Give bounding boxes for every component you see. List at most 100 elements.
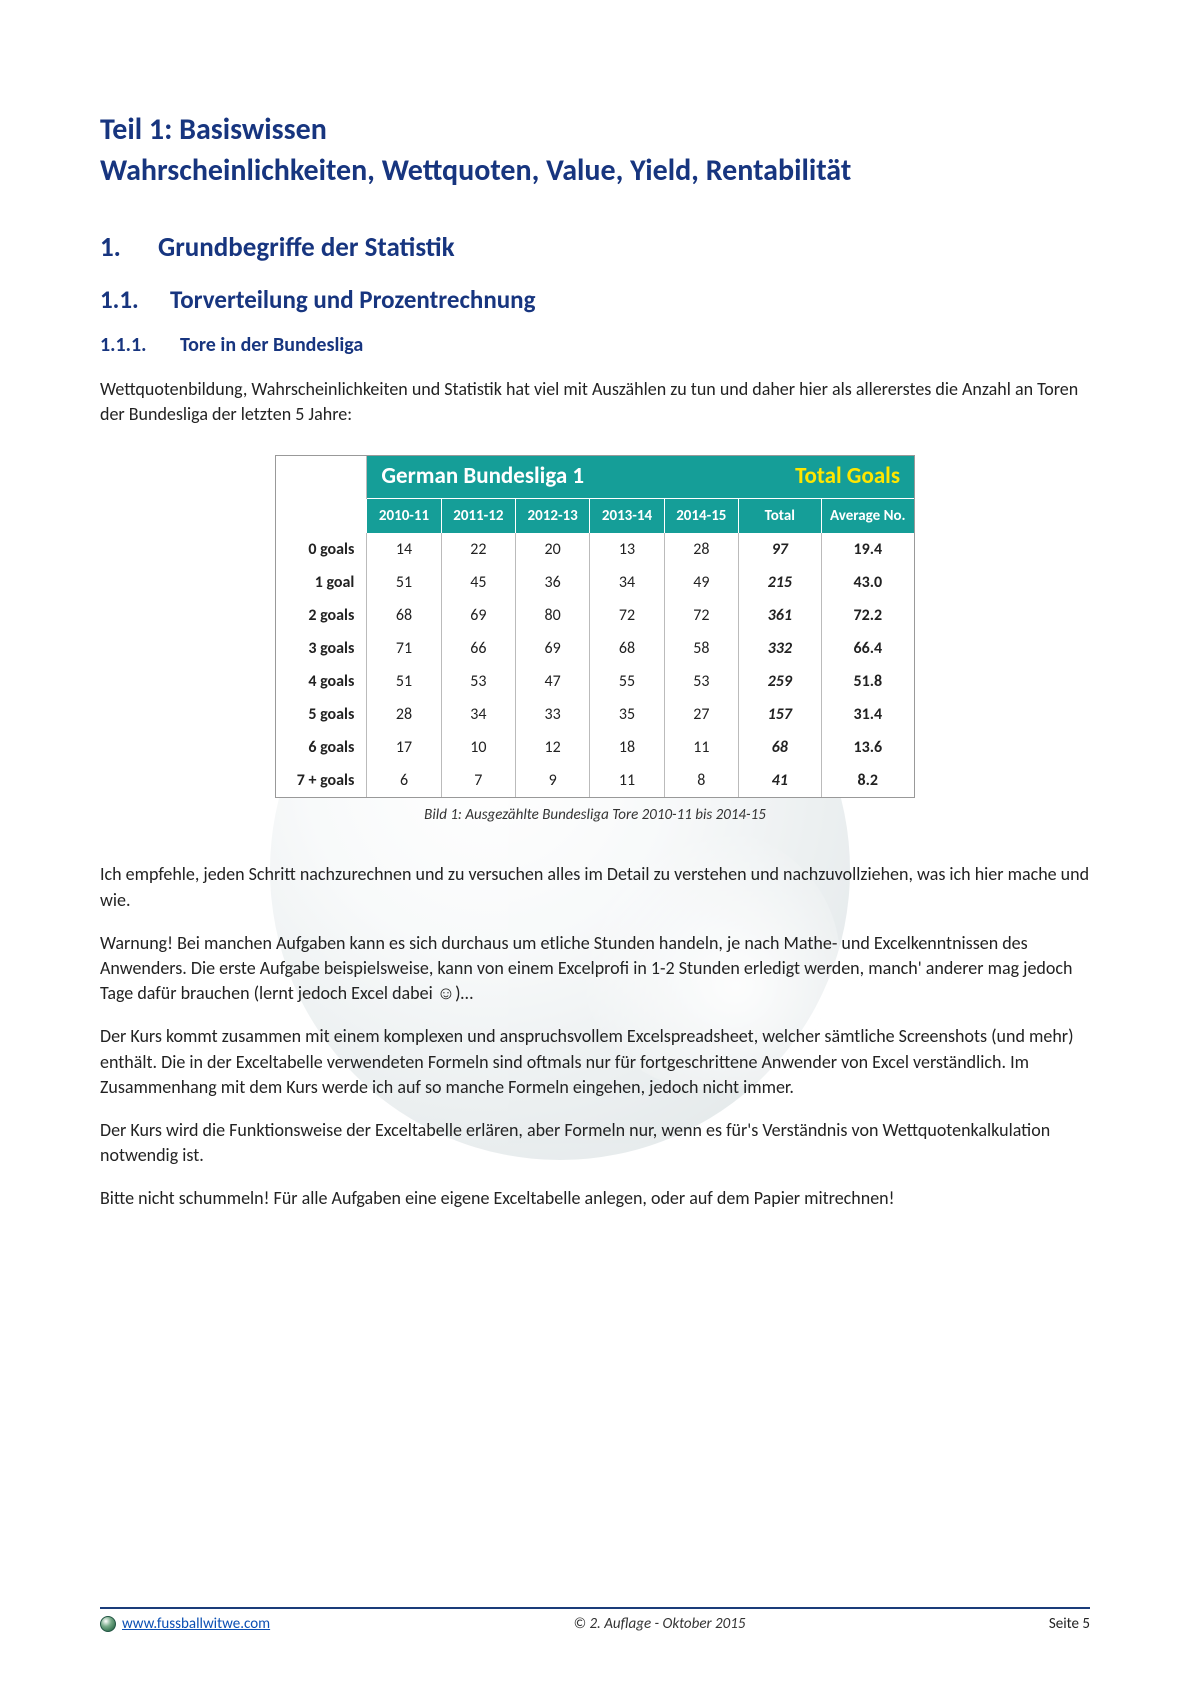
table-row: 6 goals17101218116813.6: [276, 731, 914, 764]
part-subtitle: Wahrscheinlichkeiten, Wettquoten, Value,…: [100, 151, 1090, 192]
table-cell: 6: [367, 764, 441, 797]
table-cell: 97: [738, 533, 821, 566]
table-cell: 13: [590, 533, 664, 566]
table-cell: 7: [441, 764, 515, 797]
paragraph-5: Bitte nicht schummeln! Für alle Aufgaben…: [100, 1186, 1090, 1211]
table-row: 4 goals515347555325951.8: [276, 665, 914, 698]
table-row: 7 + goals679118418.2: [276, 764, 914, 797]
section-1-title: Grundbegriffe der Statistik: [158, 231, 455, 264]
table-cell: 18: [590, 731, 664, 764]
table-cell: 69: [516, 632, 590, 665]
table-cell: 28: [664, 533, 738, 566]
table-cell: 35: [590, 698, 664, 731]
table-title-bar: German Bundesliga 1 Total Goals: [367, 456, 914, 498]
table-row: 3 goals716669685833266.4: [276, 632, 914, 665]
table-header-cell: 2012-13: [516, 499, 590, 534]
table-row-label: 2 goals: [276, 599, 367, 632]
table-cell: 11: [664, 731, 738, 764]
table-cell: 53: [441, 665, 515, 698]
table-cell: 68: [590, 632, 664, 665]
table-header-cell: 2014-15: [664, 499, 738, 534]
table-header-blank: [276, 499, 367, 534]
section-1-1-1-heading: 1.1.1.Tore in der Bundesliga: [100, 333, 1090, 357]
section-1-1-title: Torverteilung und Prozentrechnung: [170, 284, 535, 315]
table-cell: 332: [738, 632, 821, 665]
table-cell: 157: [738, 698, 821, 731]
table-header-cell: Average No.: [821, 499, 914, 534]
table-cell: 58: [664, 632, 738, 665]
table-cell: 34: [590, 566, 664, 599]
table-row-label: 3 goals: [276, 632, 367, 665]
table-cell: 45: [441, 566, 515, 599]
table-cell: 66: [441, 632, 515, 665]
table-row: 5 goals283433352715731.4: [276, 698, 914, 731]
footer-link[interactable]: www.fussballwitwe.com: [122, 1615, 270, 1633]
table-row-label: 5 goals: [276, 698, 367, 731]
section-1-1-number: 1.1.: [100, 284, 170, 315]
table-cell: 49: [664, 566, 738, 599]
page-footer: www.fussballwitwe.com © 2. Auflage - Okt…: [100, 1607, 1090, 1633]
table-cell: 68: [367, 599, 441, 632]
footer-ball-icon: [100, 1616, 116, 1632]
table-cell: 31.4: [821, 698, 914, 731]
table-cell: 12: [516, 731, 590, 764]
table-row-label: 1 goal: [276, 566, 367, 599]
goals-table: German Bundesliga 1 Total Goals 2010-112…: [275, 455, 915, 798]
table-header-cell: 2010-11: [367, 499, 441, 534]
table-body: 0 goals14222013289719.41 goal51453634492…: [276, 533, 914, 797]
table-row-label: 4 goals: [276, 665, 367, 698]
table-title-right: Total Goals: [795, 462, 900, 490]
table-cell: 8.2: [821, 764, 914, 797]
footer-page: Seite 5: [1049, 1615, 1090, 1633]
table-cell: 34: [441, 698, 515, 731]
table-cell: 72: [664, 599, 738, 632]
table-cell: 51.8: [821, 665, 914, 698]
paragraph-1: Ich empfehle, jeden Schritt nachzurechne…: [100, 862, 1090, 912]
table-caption: Bild 1: Ausgezählte Bundesliga Tore 2010…: [100, 806, 1090, 824]
paragraph-3: Der Kurs kommt zusammen mit einem komple…: [100, 1024, 1090, 1100]
paragraph-2: Warnung! Bei manchen Aufgaben kann es si…: [100, 931, 1090, 1007]
table-cell: 53: [664, 665, 738, 698]
table-cell: 47: [516, 665, 590, 698]
table-header-cell: Total: [738, 499, 821, 534]
table-cell: 36: [516, 566, 590, 599]
table-cell: 51: [367, 665, 441, 698]
intro-paragraph: Wettquotenbildung, Wahrscheinlichkeiten …: [100, 377, 1090, 427]
table-cell: 259: [738, 665, 821, 698]
table-row: 1 goal514536344921543.0: [276, 566, 914, 599]
table-cell: 11: [590, 764, 664, 797]
table-cell: 19.4: [821, 533, 914, 566]
table-cell: 69: [441, 599, 515, 632]
table-cell: 55: [590, 665, 664, 698]
table-cell: 51: [367, 566, 441, 599]
table-cell: 72.2: [821, 599, 914, 632]
table-cell: 66.4: [821, 632, 914, 665]
table-title-left: German Bundesliga 1: [381, 462, 795, 490]
table-cell: 72: [590, 599, 664, 632]
table-cell: 27: [664, 698, 738, 731]
table-cell: 22: [441, 533, 515, 566]
table-row: 2 goals686980727236172.2: [276, 599, 914, 632]
table-cell: 28: [367, 698, 441, 731]
table-row: 0 goals14222013289719.4: [276, 533, 914, 566]
table-cell: 43.0: [821, 566, 914, 599]
table-cell: 71: [367, 632, 441, 665]
table-cell: 215: [738, 566, 821, 599]
table-cell: 33: [516, 698, 590, 731]
paragraph-4: Der Kurs wird die Funktionsweise der Exc…: [100, 1118, 1090, 1168]
table-header-row: 2010-112011-122012-132013-142014-15Total…: [276, 499, 914, 534]
section-1-heading: 1.Grundbegriffe der Statistik: [100, 231, 1090, 264]
table-cell: 9: [516, 764, 590, 797]
table-cell: 10: [441, 731, 515, 764]
table-cell: 8: [664, 764, 738, 797]
table-header-cell: 2011-12: [441, 499, 515, 534]
table-row-label: 6 goals: [276, 731, 367, 764]
table-cell: 80: [516, 599, 590, 632]
table-header-cell: 2013-14: [590, 499, 664, 534]
table-cell: 361: [738, 599, 821, 632]
part-title: Teil 1: Basiswissen: [100, 110, 1090, 151]
footer-center: © 2. Auflage - Oktober 2015: [270, 1615, 1049, 1633]
section-1-1-1-number: 1.1.1.: [100, 333, 180, 357]
table-cell: 20: [516, 533, 590, 566]
table-cell: 14: [367, 533, 441, 566]
